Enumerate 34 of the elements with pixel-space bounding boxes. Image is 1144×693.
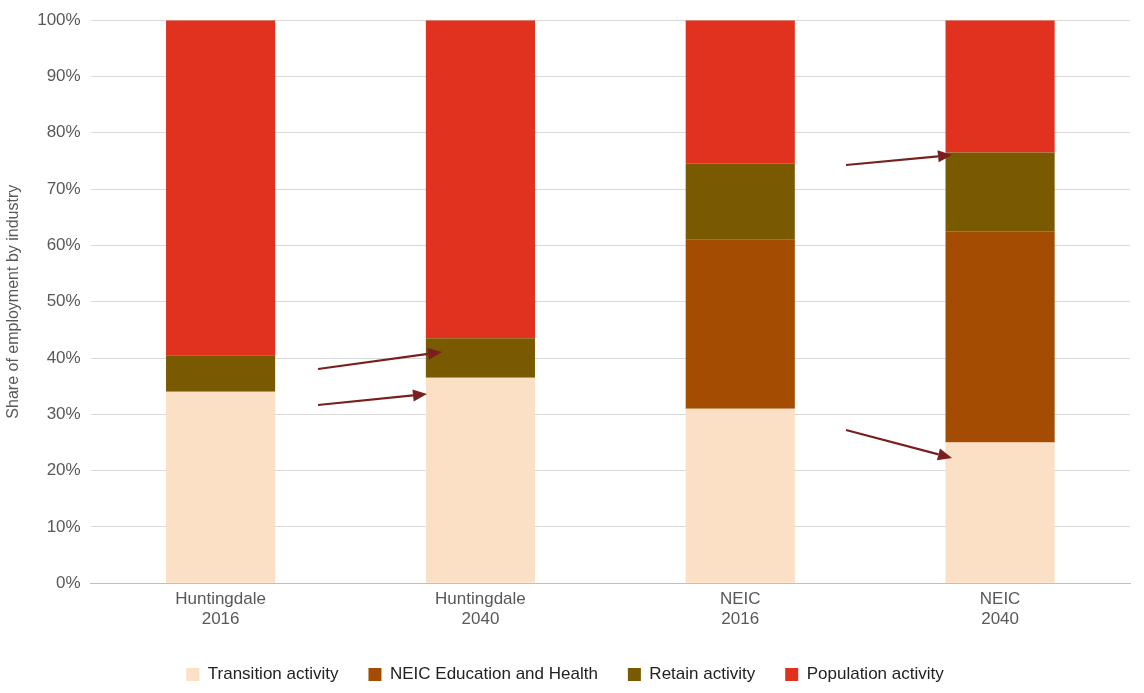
bar	[945, 442, 1055, 583]
bar	[685, 163, 795, 240]
legend-label: Retain activity	[649, 664, 756, 684]
y-tick-label: 80%	[46, 122, 81, 142]
legend-label: Population activity	[806, 664, 945, 684]
bar	[425, 377, 535, 583]
bar	[685, 20, 795, 164]
bar	[685, 408, 795, 583]
x-tick-label: Huntingdale 2040	[435, 589, 526, 629]
bar	[425, 338, 535, 378]
y-tick-label: 90%	[46, 66, 81, 86]
y-tick-label: 40%	[46, 347, 81, 367]
y-tick-label: 60%	[46, 235, 81, 255]
x-tick-label: NEIC 2040	[979, 589, 1021, 629]
bar	[945, 20, 1055, 153]
y-tick-label: 20%	[46, 460, 81, 480]
bar	[166, 355, 276, 392]
bar	[685, 239, 795, 409]
bar	[425, 20, 535, 339]
y-tick-label: 70%	[46, 178, 81, 198]
bar	[945, 231, 1055, 443]
y-tick-label: 100%	[37, 9, 81, 29]
bar	[166, 20, 276, 356]
x-tick-label: Huntingdale 2016	[175, 589, 266, 629]
y-tick-label: 50%	[46, 291, 81, 311]
x-tick-label: NEIC 2016	[719, 589, 761, 629]
y-tick-label: 10%	[46, 516, 81, 536]
y-tick-label: 30%	[46, 403, 81, 423]
legend-label: NEIC Education and Health	[389, 664, 598, 684]
y-axis-title: Share of employment by industry	[4, 184, 22, 419]
bar	[166, 391, 276, 583]
bar	[945, 152, 1055, 232]
y-tick-label: 0%	[56, 572, 81, 592]
legend-label: Transition activity	[207, 664, 339, 684]
